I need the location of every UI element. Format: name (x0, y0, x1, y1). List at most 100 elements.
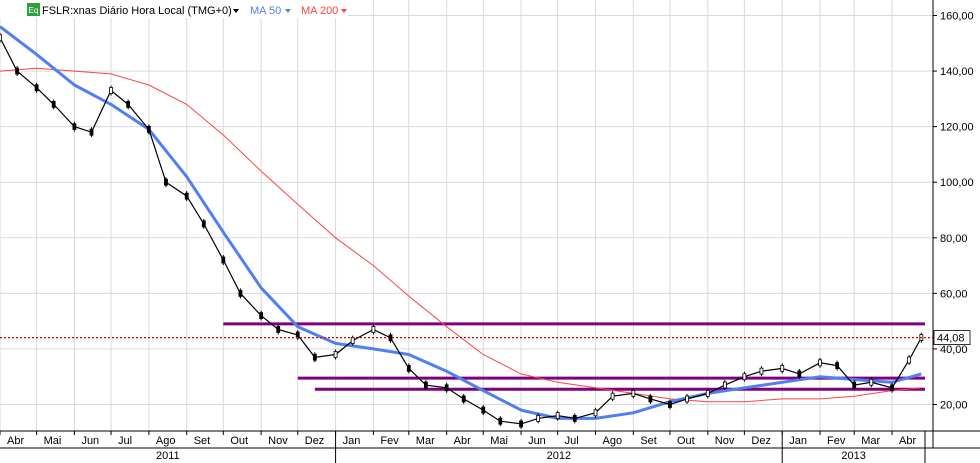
ma50-line (0, 25, 922, 420)
price-candle-body (15, 67, 19, 75)
x-tick-label: Set (194, 435, 211, 447)
x-tick-label: Dez (751, 435, 771, 447)
dropdown-triangle-icon[interactable] (233, 9, 239, 13)
ma200-line (0, 67, 922, 403)
x-tick-label: Ago (603, 435, 623, 447)
price-candle-body (890, 384, 894, 392)
price-candle-body (705, 389, 710, 397)
price-candle-body (742, 373, 747, 381)
price-candle-body (536, 414, 541, 422)
x-tick-label: Dez (305, 435, 325, 447)
y-tick-label: 80,00 (940, 233, 968, 245)
price-candle-body (685, 395, 689, 403)
price-candle-body (72, 123, 77, 131)
price-candle-body (259, 312, 264, 319)
dropdown-triangle-icon[interactable] (341, 9, 347, 13)
eq-badge-icon[interactable]: Eq (27, 3, 40, 16)
x-tick-label: Nov (715, 435, 735, 447)
y-axis-ticks: 20,00 40,00 60,00 80,00 100,00 120,00 140,00 16… (933, 11, 974, 412)
svg-text:Eq: Eq (29, 6, 39, 15)
x-tick-label: Abr (899, 435, 916, 447)
y-tick-label: 160,00 (940, 11, 974, 23)
symbol-label[interactable]: FSLR:xnas Diário Hora Local (TMG+0) (42, 5, 232, 17)
price-candle-body (34, 84, 39, 92)
x-tick-label: Jan (343, 435, 361, 447)
x-tick-label: Out (230, 435, 248, 447)
x-tick-label: Mar (861, 435, 880, 447)
last-price-marker: 44,08 (0, 330, 971, 345)
y-tick-label: 40,00 (940, 344, 968, 356)
price-candle-body (126, 101, 131, 108)
price-candle-body (631, 389, 636, 397)
price-candle-body (333, 351, 338, 358)
ma50-series (0, 25, 922, 420)
price-candle-body (423, 381, 428, 389)
y-tick-label: 140,00 (940, 66, 974, 78)
price-candle-body (444, 384, 449, 392)
x-tick-label: Fev (380, 435, 399, 447)
price-candle-body (276, 326, 281, 333)
price-candle-body (371, 326, 376, 333)
ma50-legend-label[interactable]: MA 50 (250, 5, 281, 17)
price-candle-body (0, 34, 2, 42)
x-tick-label: Jun (81, 435, 99, 447)
ma200-legend-label[interactable]: MA 200 (301, 5, 338, 17)
price-candle-body (593, 409, 598, 417)
price-candle-body (481, 406, 486, 414)
price-candle-body (572, 414, 577, 422)
price-candles (0, 32, 924, 429)
x-tick-label: Ago (156, 435, 176, 447)
price-candle-body (722, 381, 727, 389)
dropdown-triangle-icon[interactable] (285, 9, 291, 13)
x-tick-label: Set (640, 435, 657, 447)
x-tick-label: Jul (118, 435, 132, 447)
price-candle-body (201, 220, 206, 228)
x-tick-label: Nov (268, 435, 288, 447)
price-candle-body (818, 359, 822, 367)
axes (0, 0, 980, 449)
price-candle-body (907, 356, 912, 364)
x-year-label: 2011 (156, 450, 180, 462)
x-year-label: 2012 (547, 450, 571, 462)
y-tick-label: 120,00 (940, 122, 974, 134)
x-tick-label: Mar (416, 435, 435, 447)
price-candle-body (780, 364, 785, 372)
price-candle-body (797, 370, 802, 378)
price-candle-body (89, 128, 94, 136)
y-tick-label: 20,00 (940, 400, 968, 412)
price-candle-body (852, 381, 857, 389)
x-tick-label: Fev (827, 435, 846, 447)
chart-legend: Eq FSLR:xnas Diário Hora Local (TMG+0) M… (0, 0, 348, 18)
price-candle-body (184, 192, 189, 200)
last-price-box (933, 330, 971, 345)
price-candle-body (51, 101, 56, 108)
price-candle-body (221, 256, 226, 264)
price-candle-body (312, 353, 317, 361)
x-tick-label: Abr (454, 435, 471, 447)
price-candle-body (519, 420, 523, 428)
x-tick-label: Mai (490, 435, 508, 447)
price-candle-body (759, 367, 764, 375)
price-candle-body (668, 401, 672, 408)
ma200-series (0, 67, 922, 403)
price-candle-body (648, 395, 653, 403)
price-candle-body (869, 378, 874, 386)
price-candle-body (109, 87, 113, 94)
price-candle-body (498, 417, 503, 425)
x-tick-label: Jun (528, 435, 546, 447)
x-tick-label: Abr (7, 435, 24, 447)
price-candle-body (406, 364, 411, 372)
y-tick-label: 100,00 (940, 177, 974, 189)
x-tick-label: Out (677, 435, 695, 447)
price-candle-body (238, 289, 243, 297)
legend-background (0, 0, 348, 18)
x-tick-label: Jul (565, 435, 579, 447)
price-candle-body (461, 395, 466, 403)
price-candle-body (610, 392, 615, 400)
x-tick-label: Mai (44, 435, 62, 447)
price-candle-body (835, 362, 840, 370)
price-candle-body (164, 178, 168, 186)
x-tick-label: Jan (789, 435, 807, 447)
last-price-label: 44,08 (937, 333, 965, 345)
